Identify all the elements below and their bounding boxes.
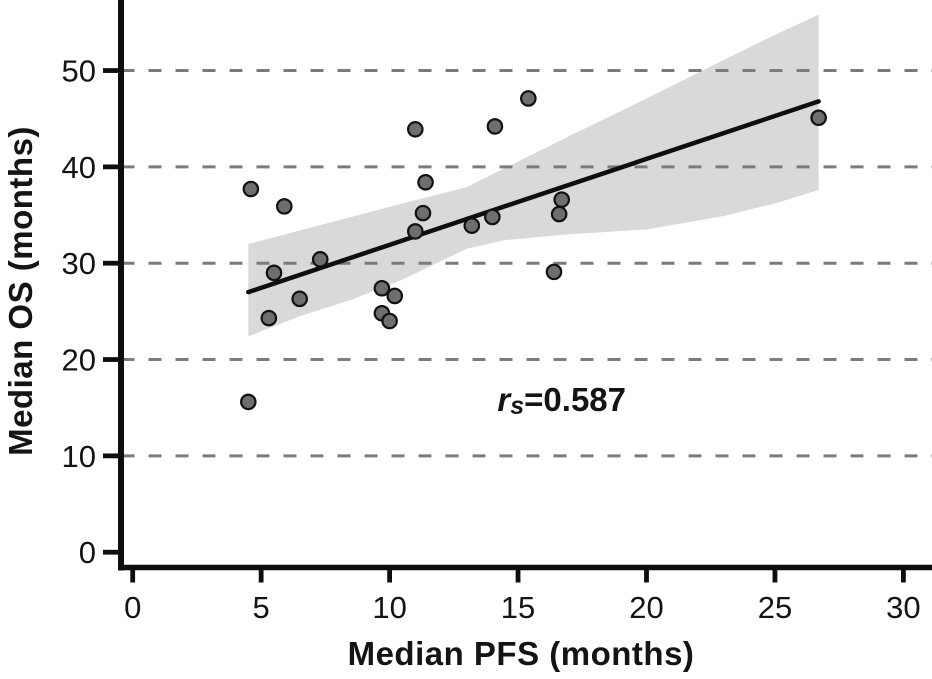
x-tick-label-30: 30 [886, 590, 920, 625]
x-tick-label-10: 10 [372, 590, 406, 625]
data-point [311, 251, 329, 268]
correlation-symbol: r [497, 380, 511, 418]
x-tick-label-5: 5 [253, 590, 270, 625]
data-point [406, 121, 424, 138]
data-point [484, 208, 501, 226]
data-point [386, 287, 404, 305]
correlation-annotation: rs=0.587 [497, 380, 627, 420]
data-point [810, 109, 827, 127]
data-point [414, 204, 432, 222]
data-point [291, 290, 308, 308]
data-point [463, 217, 481, 234]
y-tick-label-20: 20 [62, 343, 96, 378]
data-point [275, 198, 293, 215]
data-point [553, 191, 571, 208]
x-tick-label-25: 25 [758, 590, 792, 625]
x-tick-label-15: 15 [501, 590, 535, 625]
x-axis-title-text: Median PFS (months) [347, 635, 695, 672]
data-point [265, 264, 283, 282]
x-tick-label-0: 0 [124, 590, 141, 625]
data-point [406, 223, 424, 240]
correlation-subscript: s [510, 391, 525, 420]
data-point [240, 393, 257, 411]
data-point [545, 263, 563, 281]
y-tick-label-30: 30 [62, 246, 96, 281]
data-point [260, 309, 278, 327]
data-point [381, 312, 398, 330]
data-point [486, 118, 504, 135]
data-point [242, 180, 260, 198]
x-tick-label-20: 20 [629, 590, 663, 625]
y-tick-label-40: 40 [62, 150, 96, 185]
confidence-band [248, 14, 819, 337]
y-tick-label-10: 10 [62, 439, 96, 474]
y-tick-label-50: 50 [62, 54, 96, 89]
y-axis-title: Median OS (months) [2, 126, 40, 456]
y-axis-title-text: Median OS (months) [2, 126, 39, 456]
data-point [417, 173, 434, 191]
data-point [550, 205, 568, 223]
regression-line [246, 99, 821, 295]
x-axis-title: Median PFS (months) [348, 635, 695, 673]
data-point [373, 279, 391, 297]
data-point [520, 90, 537, 107]
correlation-value: =0.587 [524, 380, 627, 418]
y-tick-label-0: 0 [79, 535, 96, 570]
